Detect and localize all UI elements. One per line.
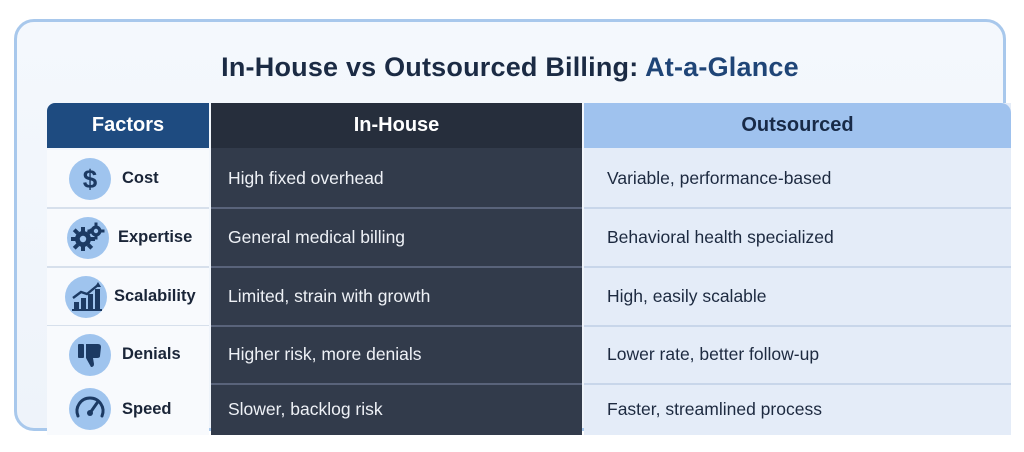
inhouse-header: In-House: [211, 103, 582, 148]
outsourced-cell: Faster, streamlined process: [584, 383, 1011, 435]
dollar-icon: $: [69, 157, 111, 200]
factor-label: Speed: [122, 399, 172, 418]
inhouse-cell: Higher risk, more denials: [211, 326, 582, 385]
comparison-card: In-House vs Outsourced Billing: At-a-Gla…: [14, 19, 1011, 435]
factor-row-expertise: Expertise: [47, 209, 209, 268]
factor-label: Scalability: [114, 287, 196, 305]
inhouse-cell-text: High fixed overhead: [228, 168, 384, 188]
thumbs-down-icon: [69, 333, 111, 376]
factor-row-cost: $ Cost: [47, 150, 209, 209]
outsourced-cell-text: Lower rate, better follow-up: [607, 344, 820, 364]
factor-label: Denials: [122, 345, 181, 363]
inhouse-cell: High fixed overhead: [211, 150, 582, 209]
inhouse-column: In-House High fixed overhead General med…: [211, 103, 582, 435]
outsourced-column: Outsourced Variable, performance-based B…: [584, 103, 1011, 435]
outsourced-cell-text: Behavioral health specialized: [607, 227, 834, 247]
page-title: In-House vs Outsourced Billing: At-a-Gla…: [17, 52, 1003, 83]
speedometer-icon: [69, 388, 111, 430]
outsourced-cell-text: Variable, performance-based: [607, 168, 832, 188]
inhouse-cell-text: Higher risk, more denials: [228, 344, 422, 364]
factor-row-scalability: Scalability: [47, 268, 209, 327]
comparison-table: Factors $ Cost: [47, 103, 1011, 435]
outsourced-cell: Behavioral health specialized: [584, 209, 1011, 268]
outsourced-header: Outsourced: [584, 103, 1011, 148]
outsourced-cell-text: Faster, streamlined process: [607, 398, 822, 419]
title-main: In-House vs Outsourced Billing:: [221, 52, 646, 82]
outsourced-cell-text: High, easily scalable: [607, 286, 767, 306]
outsourced-cell: High, easily scalable: [584, 268, 1011, 327]
svg-text:$: $: [83, 164, 98, 194]
growth-chart-icon: [65, 275, 107, 318]
gears-icon: [67, 216, 109, 259]
factor-label: Expertise: [118, 228, 193, 246]
inhouse-cell-text: Slower, backlog risk: [228, 398, 383, 419]
factors-header: Factors: [47, 103, 209, 148]
factor-label: Cost: [122, 169, 159, 187]
title-accent: At-a-Glance: [645, 52, 799, 82]
inhouse-cell-text: General medical billing: [228, 227, 406, 247]
inhouse-cell: Limited, strain with growth: [211, 268, 582, 327]
factors-column: Factors $ Cost: [47, 103, 209, 435]
inhouse-cell-text: Limited, strain with growth: [228, 286, 431, 306]
factor-row-speed: Speed: [47, 383, 209, 435]
outsourced-cell: Lower rate, better follow-up: [584, 326, 1011, 385]
inhouse-cell: General medical billing: [211, 209, 582, 268]
factor-row-denials: Denials: [47, 326, 209, 385]
inhouse-cell: Slower, backlog risk: [211, 383, 582, 435]
outsourced-cell: Variable, performance-based: [584, 150, 1011, 209]
